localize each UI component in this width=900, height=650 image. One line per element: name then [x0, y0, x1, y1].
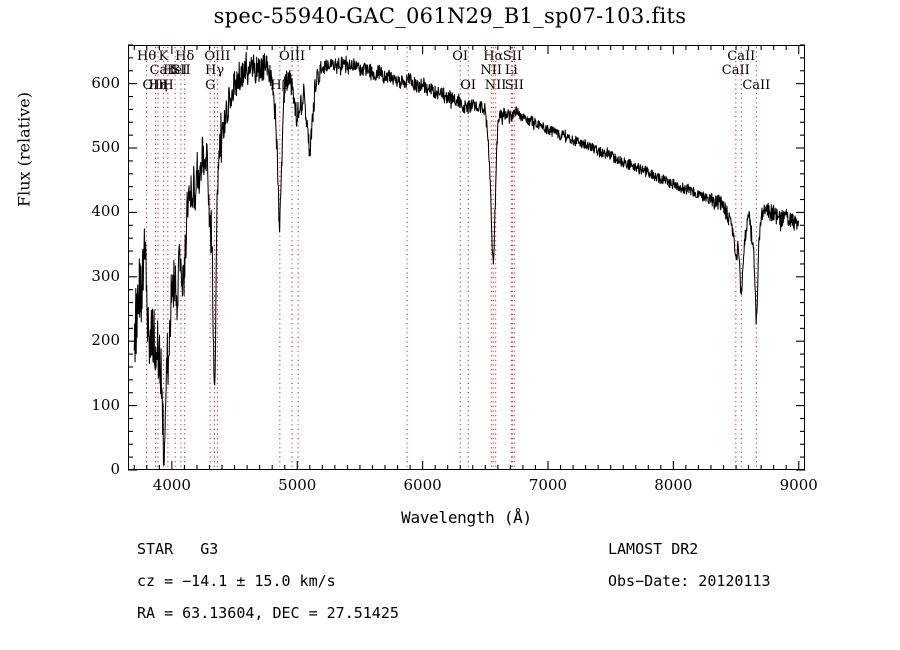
footer-survey: LAMOST DR2	[608, 540, 699, 558]
x-tick-7000: 7000	[528, 476, 568, 494]
x-tick-4000: 4000	[152, 476, 191, 494]
line-label-CaII-15: CaII	[721, 63, 750, 78]
line-label-CaII-8: CaII	[727, 49, 756, 64]
x-tick-9000: 9000	[779, 476, 818, 494]
page-title: spec-55940-GAC_061N29_B1_sp07-103.fits	[213, 4, 687, 28]
line-label-K-1: K	[158, 49, 169, 64]
footer-object-type: STAR G3	[137, 540, 218, 558]
y-tick-300: 300	[91, 266, 120, 285]
y-tick-400: 400	[91, 202, 120, 221]
line-label-G-19: G	[205, 78, 216, 93]
plot-frame	[128, 45, 805, 470]
y-axis-label: Flux (relative)	[14, 92, 34, 207]
line-label-H-6: Hα	[483, 49, 504, 64]
line-label-OI-21: OI	[460, 78, 477, 93]
footer-obs-date: Obs−Date: 20120113	[608, 572, 771, 590]
footer-cz: cz = −14.1 ± 15.0 km/s	[137, 572, 336, 590]
spectral-class-value: G3	[200, 540, 219, 558]
y-tick-100: 100	[91, 395, 120, 414]
line-label-SII-11: SII	[171, 63, 191, 78]
footer-coordinates: RA = 63.13604, DEC = 27.51425	[137, 604, 399, 622]
line-label-SII-7: SII	[502, 49, 523, 64]
y-tick-600: 600	[91, 73, 120, 92]
y-tick-200: 200	[91, 331, 120, 350]
line-label-SII-23: SII	[504, 78, 524, 93]
y-tick-500: 500	[91, 138, 120, 157]
x-tick-5000: 5000	[278, 476, 317, 494]
line-label-Li-14: Li	[504, 63, 518, 78]
line-label-H-0: Hθ	[137, 49, 157, 64]
line-label-H-12: Hγ	[205, 63, 225, 78]
line-label-OIII-4: OIII	[279, 49, 306, 64]
line-label-H-2: Hδ	[175, 49, 195, 64]
x-tick-8000: 8000	[654, 476, 693, 494]
line-label-CaII-24: CaII	[742, 78, 771, 93]
line-label-NII-13: NII	[480, 63, 502, 78]
y-tick-0: 0	[110, 460, 120, 478]
line-label-H-20: Hβ	[270, 78, 290, 93]
line-label-NII-22: NII	[484, 78, 507, 93]
line-label-H-18: H	[162, 78, 174, 93]
x-axis-label: Wavelength (Å)	[401, 508, 532, 527]
line-label-OIII-3: OIII	[204, 49, 231, 64]
line-label-OI-5: OI	[452, 49, 469, 64]
x-tick-6000: 6000	[403, 476, 442, 494]
object-type-value: STAR	[137, 540, 174, 558]
